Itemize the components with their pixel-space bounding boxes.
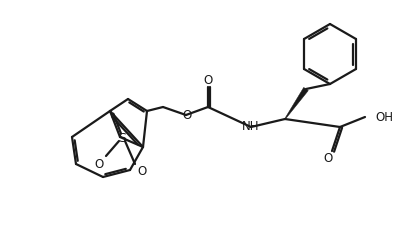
Text: O: O — [203, 73, 213, 86]
Text: OH: OH — [375, 111, 393, 124]
Text: NH: NH — [242, 120, 260, 133]
Text: O: O — [94, 157, 104, 170]
Polygon shape — [285, 88, 308, 120]
Text: O: O — [137, 165, 146, 178]
Text: O: O — [324, 152, 333, 165]
Text: S: S — [118, 131, 126, 144]
Text: O: O — [182, 109, 192, 122]
